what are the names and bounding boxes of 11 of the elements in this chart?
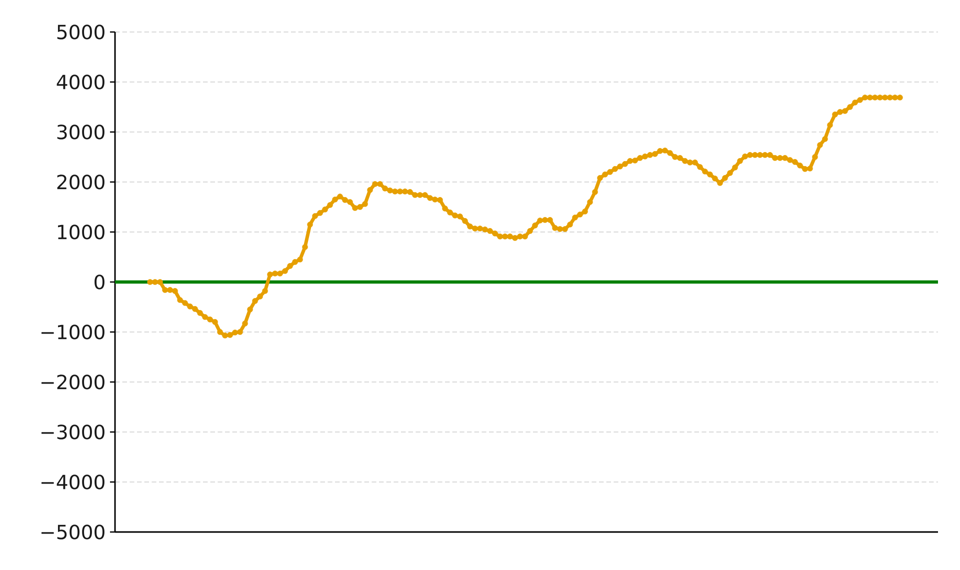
y-tick-label: −2000 [42,374,104,390]
y-tick-label: −5000 [42,524,104,540]
y-tick-label: 3000 [57,124,104,140]
y-tick-label: 5000 [57,24,104,40]
y-tick-label: −3000 [42,424,104,440]
y-tick-label: 0 [94,274,104,290]
y-tick-label: 4000 [56,74,104,90]
y-tick-label: 2000 [57,174,104,190]
y-tick-label: 1000 [58,224,104,240]
y-tick-label: −1000 [42,324,104,340]
y-tick-label: −4000 [42,474,104,490]
